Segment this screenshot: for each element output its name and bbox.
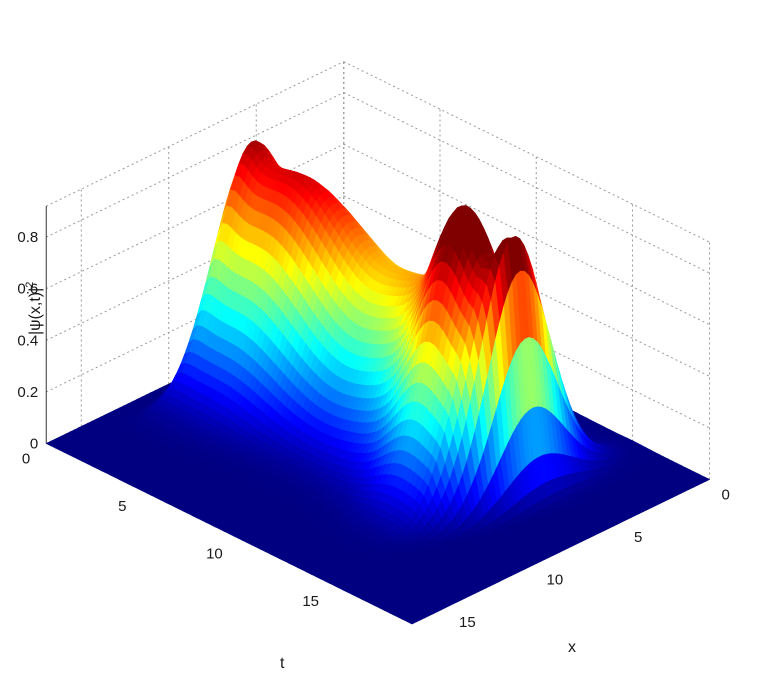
surface-layer [45, 140, 711, 625]
top-edge-right [343, 61, 710, 243]
z-gridline-back [46, 143, 344, 290]
z-gridline-right [343, 92, 710, 274]
top-edge-back [46, 61, 344, 207]
z-gridline-back [46, 92, 344, 238]
